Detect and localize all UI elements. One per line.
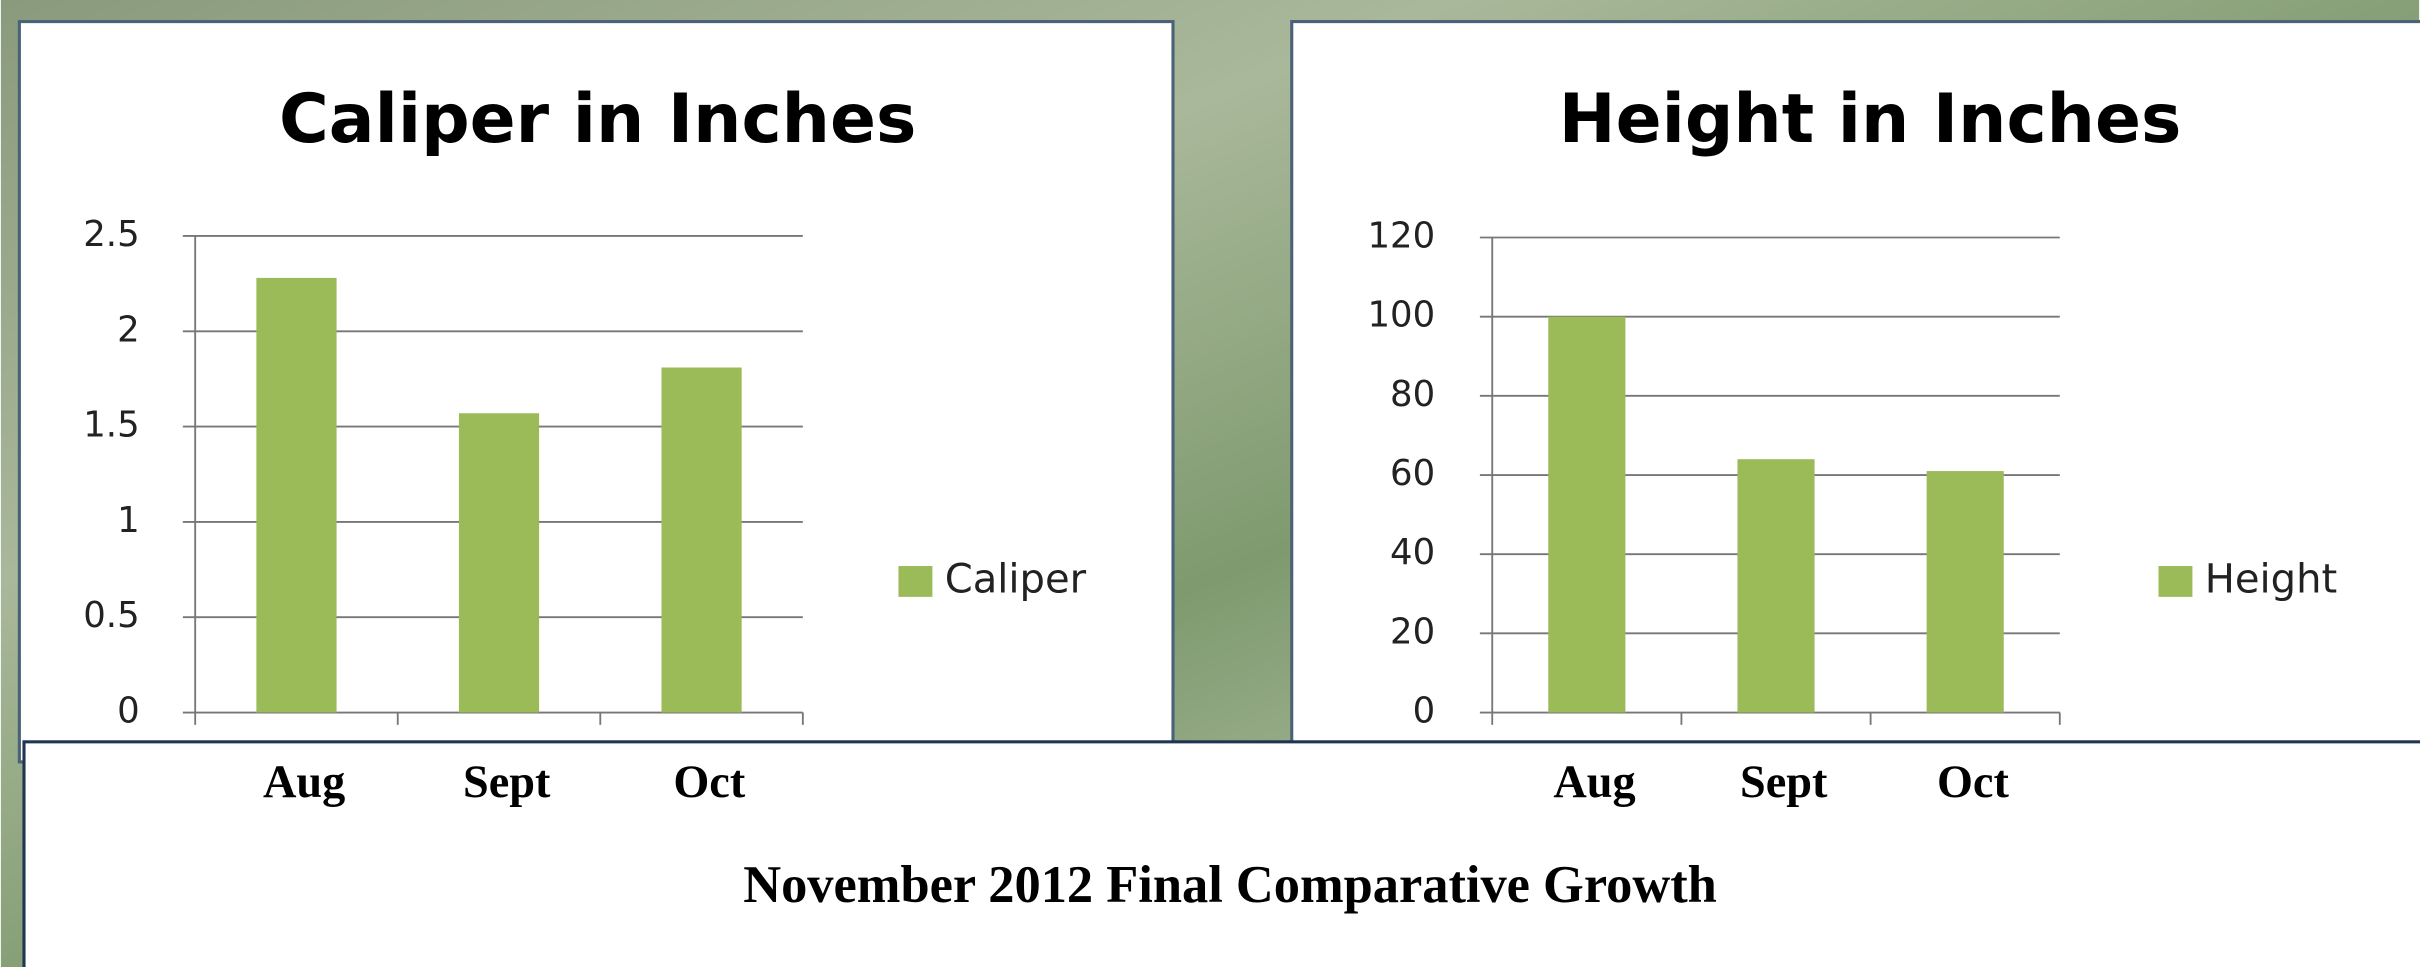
y-tick-label: 2.5	[83, 214, 139, 255]
y-tick-label: 2	[117, 309, 140, 350]
y-tick-label: 1	[117, 500, 140, 541]
y-tick-label: 120	[1367, 216, 1435, 257]
y-tick-label: 1.5	[83, 405, 139, 446]
legend-label: Caliper	[945, 556, 1087, 602]
x-tick-label: Aug	[1553, 757, 1635, 808]
y-tick-label: 40	[1390, 532, 1435, 573]
bar	[459, 413, 539, 712]
bar	[661, 367, 741, 712]
x-tick-label: Oct	[1937, 757, 2010, 808]
chart-title: Caliper in Inches	[279, 80, 916, 159]
y-tick-label: 80	[1390, 374, 1435, 415]
legend-label: Height	[2205, 556, 2338, 602]
bar	[1548, 317, 1625, 713]
bar	[1927, 471, 2004, 712]
page: Caliper in Inches 0 0.5 1 1.5 2 2.5 Caliper Heig…	[0, 0, 2420, 967]
bar	[1737, 459, 1814, 712]
x-tick-label: Oct	[673, 757, 746, 808]
y-tick-label: 20	[1390, 611, 1435, 652]
caption-box	[24, 742, 2420, 967]
bar	[256, 278, 336, 713]
x-tick-label: Sept	[463, 757, 551, 808]
y-tick-label: 100	[1367, 295, 1435, 336]
y-tick-label: 0	[1413, 691, 1436, 732]
caption: November 2012 Final Comparative Growth	[743, 856, 1717, 914]
legend-swatch	[898, 566, 932, 597]
legend-swatch	[2158, 566, 2192, 597]
x-tick-label: Sept	[1740, 757, 1828, 808]
y-tick-label: 60	[1390, 453, 1435, 494]
y-tick-label: 0	[117, 691, 140, 732]
y-tick-label: 0.5	[83, 595, 139, 636]
x-tick-label: Aug	[263, 757, 345, 808]
chart-title: Height in Inches	[1559, 80, 2182, 159]
